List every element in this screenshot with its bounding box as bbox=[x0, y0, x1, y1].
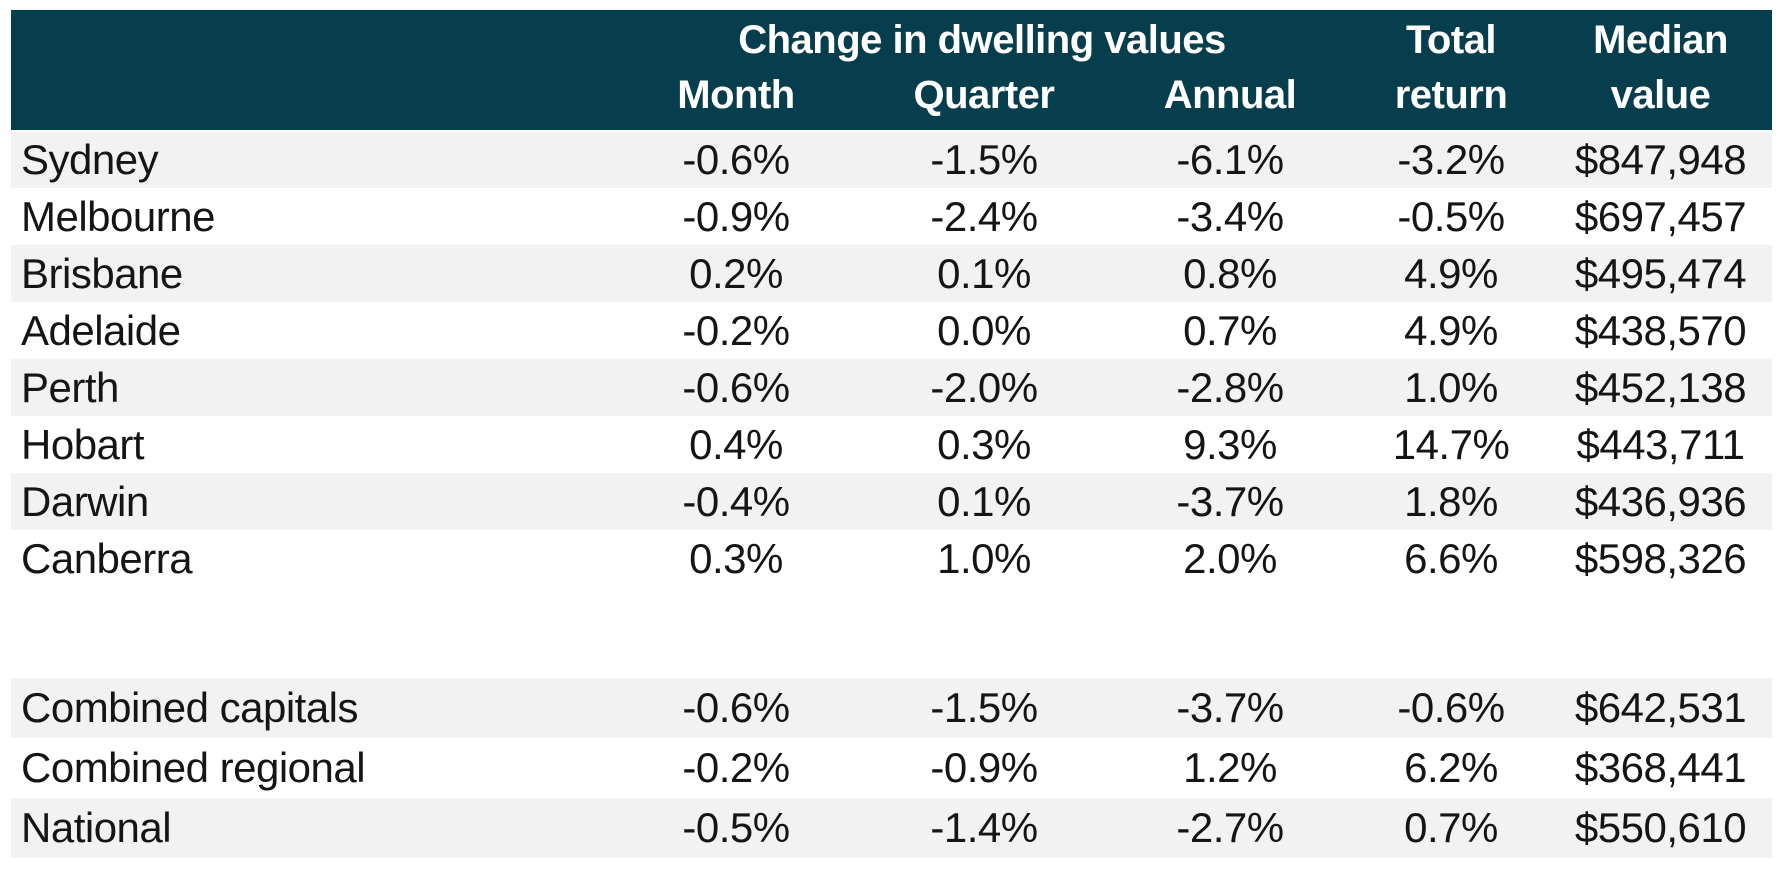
header-median-line1: Median bbox=[1549, 10, 1773, 71]
region-cell: Combined capitals bbox=[21, 684, 359, 731]
header-row-group: Change in dwelling values Total Median bbox=[11, 10, 1773, 71]
dwelling-values-table: Change in dwelling values Total Median M… bbox=[11, 10, 1773, 858]
table-row-perth: Perth -0.6% -2.0% -2.8% 1.0% $452,138 bbox=[11, 359, 1773, 416]
annual-cell: 0.7% bbox=[1183, 306, 1277, 354]
column-header-month: Month bbox=[611, 71, 861, 131]
total-return-cell: 6.6% bbox=[1404, 534, 1498, 582]
quarter-cell: -1.4% bbox=[930, 804, 1038, 851]
table-row-darwin: Darwin -0.4% 0.1% -3.7% 1.8% $436,936 bbox=[11, 473, 1773, 530]
month-cell: -0.2% bbox=[682, 306, 790, 354]
total-return-cell: -3.2% bbox=[1397, 136, 1505, 183]
table-row-brisbane: Brisbane 0.2% 0.1% 0.8% 4.9% $495,474 bbox=[11, 245, 1773, 302]
table-body: Sydney -0.6% -1.5% -6.1% -3.2% $847,948 … bbox=[11, 131, 1773, 858]
total-return-cell: 4.9% bbox=[1404, 306, 1498, 354]
median-value-cell: $847,948 bbox=[1574, 136, 1747, 183]
column-header-quarter: Quarter bbox=[861, 71, 1107, 131]
median-value-cell: $436,936 bbox=[1574, 477, 1747, 525]
region-cell: Darwin bbox=[21, 477, 149, 525]
table-row-combined-regional: Combined regional -0.2% -0.9% 1.2% 6.2% … bbox=[11, 738, 1773, 798]
annual-cell: 0.8% bbox=[1183, 249, 1277, 297]
median-value-cell: $368,441 bbox=[1574, 744, 1747, 791]
header-total-line2: return bbox=[1353, 71, 1550, 131]
median-value-cell: $438,570 bbox=[1574, 306, 1747, 354]
total-return-cell: 1.8% bbox=[1404, 477, 1498, 525]
annual-cell: -3.4% bbox=[1176, 192, 1284, 240]
header-region-blank bbox=[11, 10, 611, 71]
header-row-columns: Month Quarter Annual return value bbox=[11, 71, 1773, 131]
total-return-cell: 4.9% bbox=[1404, 249, 1498, 297]
quarter-cell: 0.1% bbox=[937, 249, 1031, 297]
quarter-cell: -1.5% bbox=[930, 684, 1038, 731]
region-cell: Melbourne bbox=[21, 192, 215, 240]
median-value-cell: $550,610 bbox=[1574, 804, 1747, 851]
total-return-cell: 14.7% bbox=[1392, 420, 1510, 468]
header-total-line1: Total bbox=[1353, 10, 1550, 71]
quarter-cell: -1.5% bbox=[930, 136, 1038, 183]
total-return-cell: 1.0% bbox=[1404, 363, 1498, 411]
table-row-national: National -0.5% -1.4% -2.7% 0.7% $550,610 bbox=[11, 798, 1773, 858]
total-return-cell: 0.7% bbox=[1404, 804, 1498, 851]
total-return-cell: 6.2% bbox=[1404, 744, 1498, 791]
median-value-cell: $697,457 bbox=[1574, 192, 1747, 240]
median-value-cell: $452,138 bbox=[1574, 363, 1747, 411]
month-cell: -0.5% bbox=[682, 804, 790, 851]
annual-cell: -2.7% bbox=[1176, 804, 1284, 851]
median-value-cell: $443,711 bbox=[1576, 420, 1745, 468]
quarter-cell: -2.0% bbox=[930, 363, 1038, 411]
month-cell: -0.6% bbox=[682, 136, 790, 183]
annual-cell: 1.2% bbox=[1183, 744, 1277, 791]
month-cell: -0.9% bbox=[682, 192, 790, 240]
month-cell: 0.3% bbox=[689, 534, 783, 582]
month-cell: 0.2% bbox=[689, 249, 783, 297]
region-cell: Brisbane bbox=[21, 249, 183, 297]
region-cell: Canberra bbox=[21, 534, 193, 582]
header-region-blank2 bbox=[11, 71, 611, 131]
region-cell: National bbox=[21, 804, 172, 851]
median-value-cell: $642,531 bbox=[1574, 684, 1747, 731]
median-value-cell: $495,474 bbox=[1574, 249, 1747, 297]
region-cell: Perth bbox=[21, 363, 119, 411]
region-cell: Sydney bbox=[21, 136, 159, 183]
table-row-canberra: Canberra 0.3% 1.0% 2.0% 6.6% $598,326 bbox=[11, 530, 1773, 587]
header-group-title: Change in dwelling values bbox=[611, 10, 1354, 71]
table-row-sydney: Sydney -0.6% -1.5% -6.1% -3.2% $847,948 bbox=[11, 131, 1773, 188]
annual-cell: 2.0% bbox=[1183, 534, 1277, 582]
header-median-line2: value bbox=[1549, 71, 1773, 131]
total-return-cell: -0.5% bbox=[1397, 192, 1505, 240]
spacer-cell bbox=[11, 587, 1772, 678]
month-cell: -0.6% bbox=[682, 363, 790, 411]
annual-cell: -2.8% bbox=[1176, 363, 1284, 411]
table-header: Change in dwelling values Total Median M… bbox=[11, 10, 1773, 131]
month-cell: -0.6% bbox=[682, 684, 790, 731]
total-return-cell: -0.6% bbox=[1397, 684, 1505, 731]
quarter-cell: 1.0% bbox=[937, 534, 1031, 582]
month-cell: 0.4% bbox=[689, 420, 783, 468]
quarter-cell: -0.9% bbox=[930, 744, 1038, 791]
annual-cell: -3.7% bbox=[1176, 477, 1284, 525]
table-row-hobart: Hobart 0.4% 0.3% 9.3% 14.7% $443,711 bbox=[11, 416, 1773, 473]
table-row-adelaide: Adelaide -0.2% 0.0% 0.7% 4.9% $438,570 bbox=[11, 302, 1773, 359]
month-cell: -0.4% bbox=[682, 477, 790, 525]
region-cell: Combined regional bbox=[21, 744, 366, 791]
quarter-cell: 0.3% bbox=[937, 420, 1031, 468]
annual-cell: -3.7% bbox=[1176, 684, 1284, 731]
month-cell: -0.2% bbox=[682, 744, 790, 791]
median-value-cell: $598,326 bbox=[1574, 534, 1747, 582]
region-cell: Hobart bbox=[21, 420, 145, 468]
column-header-annual: Annual bbox=[1107, 71, 1354, 131]
table-row-combined-capitals: Combined capitals -0.6% -1.5% -3.7% -0.6… bbox=[11, 678, 1773, 738]
quarter-cell: -2.4% bbox=[930, 192, 1038, 240]
table-row-melbourne: Melbourne -0.9% -2.4% -3.4% -0.5% $697,4… bbox=[11, 188, 1773, 245]
annual-cell: -6.1% bbox=[1176, 136, 1284, 183]
spacer-row bbox=[11, 587, 1773, 678]
region-cell: Adelaide bbox=[21, 306, 181, 354]
quarter-cell: 0.0% bbox=[937, 306, 1031, 354]
annual-cell: 9.3% bbox=[1183, 420, 1277, 468]
quarter-cell: 0.1% bbox=[937, 477, 1031, 525]
